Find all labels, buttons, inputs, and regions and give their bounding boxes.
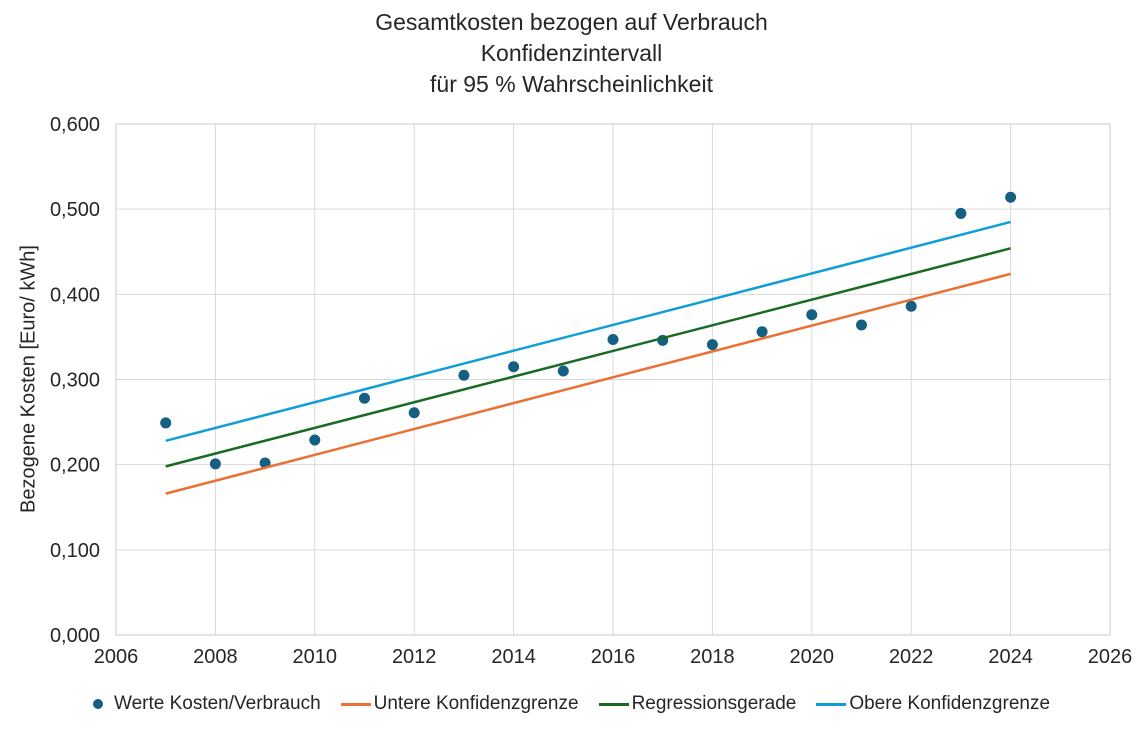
legend-label: Regressionsgerade: [631, 693, 797, 714]
x-tick-label: 2008: [193, 646, 238, 668]
plot-border: [115, 123, 1111, 636]
data-point[interactable]: [806, 309, 818, 321]
line-marker-icon: [340, 702, 371, 706]
data-point[interactable]: [905, 300, 917, 312]
data-point[interactable]: [458, 369, 470, 381]
y-tick-label: 0,500: [50, 199, 100, 221]
legend: Werte Kosten/Verbrauch Untere Konfidenzg…: [0, 693, 1143, 715]
x-tick-label: 2012: [392, 646, 437, 668]
scatter-marker-icon: [92, 699, 103, 709]
series-line[interactable]: [165, 272, 1011, 495]
data-point[interactable]: [856, 319, 867, 331]
y-tick-label: 0,300: [50, 370, 100, 392]
data-point[interactable]: [408, 407, 420, 419]
x-tick-label: 2006: [94, 646, 139, 668]
legend-label: Untere Konfidenzgrenze: [373, 693, 579, 714]
data-point[interactable]: [359, 392, 370, 404]
data-point[interactable]: [309, 434, 321, 446]
legend-item-obere-konfidenzgrenze[interactable]: Obere Konfidenzgrenze: [816, 693, 1050, 715]
y-tick-label: 0,400: [50, 284, 100, 306]
chart-title-line-3: für 95 % Wahrscheinlichkeit: [430, 71, 713, 97]
series-line[interactable]: [165, 247, 1011, 468]
data-point[interactable]: [955, 207, 967, 219]
line-marker-icon: [816, 702, 847, 706]
data-point[interactable]: [1005, 191, 1017, 203]
legend-label: Werte Kosten/Verbrauch: [113, 693, 321, 714]
x-tick-label: 2014: [491, 646, 536, 668]
data-point[interactable]: [706, 339, 718, 351]
data-point[interactable]: [209, 458, 221, 470]
data-point[interactable]: [607, 333, 619, 345]
chart-title-line-1: Gesamtkosten bezogen auf Verbrauch: [375, 9, 768, 35]
data-point[interactable]: [259, 457, 271, 469]
x-tick-label: 2010: [293, 646, 338, 668]
legend-label: Obere Konfidenzgrenze: [849, 693, 1051, 714]
x-tick-label: 2026: [1088, 646, 1133, 668]
data-point[interactable]: [756, 326, 768, 338]
chart-title-line-2: Konfidenzintervall: [480, 40, 663, 66]
x-tick-label: 2016: [591, 646, 636, 668]
data-point[interactable]: [160, 417, 172, 429]
legend-item-regressionsgerade[interactable]: Regressionsgerade: [598, 693, 797, 715]
series-line[interactable]: [165, 220, 1011, 443]
legend-item-werte-kosten-verbrauch[interactable]: Werte Kosten/Verbrauch: [92, 693, 321, 715]
data-point[interactable]: [557, 365, 569, 377]
y-tick-label: 0,600: [50, 114, 100, 136]
chart-title: Gesamtkosten bezogen auf Verbrauch Konfi…: [0, 7, 1143, 100]
y-tick-label: 0,100: [50, 540, 100, 562]
x-tick-label: 2020: [790, 646, 835, 668]
line-marker-icon: [598, 702, 629, 706]
legend-item-untere-konfidenzgrenze[interactable]: Untere Konfidenzgrenze: [340, 693, 579, 715]
data-point[interactable]: [508, 361, 520, 373]
x-tick-label: 2022: [889, 646, 934, 668]
y-tick-label: 0,000: [50, 625, 100, 647]
y-tick-label: 0,200: [50, 455, 100, 477]
x-tick-label: 2024: [988, 646, 1033, 668]
x-tick-label: 2018: [690, 646, 735, 668]
